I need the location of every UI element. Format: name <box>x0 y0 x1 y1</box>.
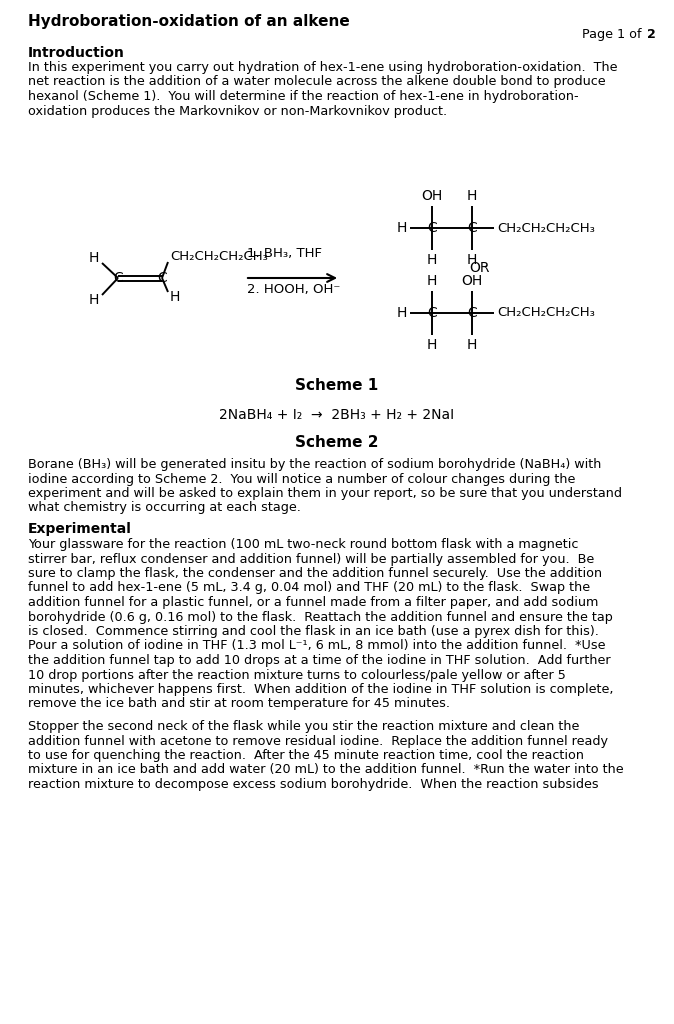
Text: oxidation produces the Markovnikov or non-Markovnikov product.: oxidation produces the Markovnikov or no… <box>28 104 447 118</box>
Text: H: H <box>396 221 407 234</box>
Text: Page 1 of: Page 1 of <box>582 28 646 41</box>
Text: 10 drop portions after the reaction mixture turns to colourless/pale yellow or a: 10 drop portions after the reaction mixt… <box>28 669 566 682</box>
Text: hexanol (Scheme 1).  You will determine if the reaction of hex-1-ene in hydrobor: hexanol (Scheme 1). You will determine i… <box>28 90 578 103</box>
Text: OH: OH <box>462 274 483 288</box>
Text: OH: OH <box>421 189 443 203</box>
Text: H: H <box>427 253 437 267</box>
Text: Hydroboration-oxidation of an alkene: Hydroboration-oxidation of an alkene <box>28 14 350 29</box>
Text: In this experiment you carry out hydration of hex-1-ene using hydroboration-oxid: In this experiment you carry out hydrati… <box>28 61 617 74</box>
Text: addition funnel for a plastic funnel, or a funnel made from a filter paper, and : addition funnel for a plastic funnel, or… <box>28 596 599 609</box>
Text: CH₂CH₂CH₂CH₃: CH₂CH₂CH₂CH₃ <box>497 221 595 234</box>
Text: C: C <box>113 271 123 285</box>
Text: H: H <box>467 253 477 267</box>
Text: Borane (BH₃) will be generated insitu by the reaction of sodium borohydride (NaB: Borane (BH₃) will be generated insitu by… <box>28 458 601 471</box>
Text: remove the ice bath and stir at room temperature for 45 minutes.: remove the ice bath and stir at room tem… <box>28 697 450 711</box>
Text: mixture in an ice bath and add water (20 mL) to the addition funnel.  *Run the w: mixture in an ice bath and add water (20… <box>28 764 623 776</box>
Text: the addition funnel tap to add 10 drops at a time of the iodine in THF solution.: the addition funnel tap to add 10 drops … <box>28 654 611 667</box>
Text: Experimental: Experimental <box>28 522 132 536</box>
Text: H: H <box>89 251 99 265</box>
Text: H: H <box>170 290 181 304</box>
Text: is closed.  Commence stirring and cool the flask in an ice bath (use a pyrex dis: is closed. Commence stirring and cool th… <box>28 625 599 638</box>
Text: Scheme 1: Scheme 1 <box>295 378 379 393</box>
Text: minutes, whichever happens first.  When addition of the iodine in THF solution i: minutes, whichever happens first. When a… <box>28 683 613 696</box>
Text: C: C <box>157 271 167 285</box>
Text: iodine according to Scheme 2.  You will notice a number of colour changes during: iodine according to Scheme 2. You will n… <box>28 472 576 485</box>
Text: reaction mixture to decompose excess sodium borohydride.  When the reaction subs: reaction mixture to decompose excess sod… <box>28 778 599 791</box>
Text: CH₂CH₂CH₂CH₃: CH₂CH₂CH₂CH₃ <box>497 306 595 319</box>
Text: C: C <box>427 306 437 319</box>
Text: funnel to add hex-1-ene (5 mL, 3.4 g, 0.04 mol) and THF (20 mL) to the flask.  S: funnel to add hex-1-ene (5 mL, 3.4 g, 0.… <box>28 582 590 595</box>
Text: CH₂CH₂CH₂CH₃: CH₂CH₂CH₂CH₃ <box>170 251 268 263</box>
Text: H: H <box>427 274 437 288</box>
Text: C: C <box>467 306 477 319</box>
Text: Pour a solution of iodine in THF (1.3 mol L⁻¹, 6 mL, 8 mmol) into the addition f: Pour a solution of iodine in THF (1.3 mo… <box>28 640 605 652</box>
Text: OR: OR <box>470 261 490 275</box>
Text: 2NaBH₄ + I₂  →  2BH₃ + H₂ + 2NaI: 2NaBH₄ + I₂ → 2BH₃ + H₂ + 2NaI <box>220 408 454 422</box>
Text: stirrer bar, reflux condenser and addition funnel) will be partially assembled f: stirrer bar, reflux condenser and additi… <box>28 553 594 565</box>
Text: H: H <box>467 338 477 352</box>
Text: borohydride (0.6 g, 0.16 mol) to the flask.  Reattach the addition funnel and en: borohydride (0.6 g, 0.16 mol) to the fla… <box>28 610 613 624</box>
Text: C: C <box>467 221 477 234</box>
Text: H: H <box>467 189 477 203</box>
Text: Your glassware for the reaction (100 mL two-neck round bottom flask with a magne: Your glassware for the reaction (100 mL … <box>28 538 578 551</box>
Text: what chemistry is occurring at each stage.: what chemistry is occurring at each stag… <box>28 502 301 514</box>
Text: experiment and will be asked to explain them in your report, so be sure that you: experiment and will be asked to explain … <box>28 487 622 500</box>
Text: C: C <box>427 221 437 234</box>
Text: 1. BH₃, THF: 1. BH₃, THF <box>247 247 322 260</box>
Text: Introduction: Introduction <box>28 46 125 60</box>
Text: H: H <box>89 293 99 307</box>
Text: H: H <box>396 306 407 319</box>
Text: H: H <box>427 338 437 352</box>
Text: 2. HOOH, OH⁻: 2. HOOH, OH⁻ <box>247 283 340 296</box>
Text: addition funnel with acetone to remove residual iodine.  Replace the addition fu: addition funnel with acetone to remove r… <box>28 734 608 748</box>
Text: 2: 2 <box>647 28 656 41</box>
Text: sure to clamp the flask, the condenser and the addition funnel securely.  Use th: sure to clamp the flask, the condenser a… <box>28 567 602 580</box>
Text: to use for quenching the reaction.  After the 45 minute reaction time, cool the : to use for quenching the reaction. After… <box>28 749 584 762</box>
Text: net reaction is the addition of a water molecule across the alkene double bond t: net reaction is the addition of a water … <box>28 76 606 88</box>
Text: Stopper the second neck of the flask while you stir the reaction mixture and cle: Stopper the second neck of the flask whi… <box>28 720 580 733</box>
Text: Scheme 2: Scheme 2 <box>295 435 379 450</box>
